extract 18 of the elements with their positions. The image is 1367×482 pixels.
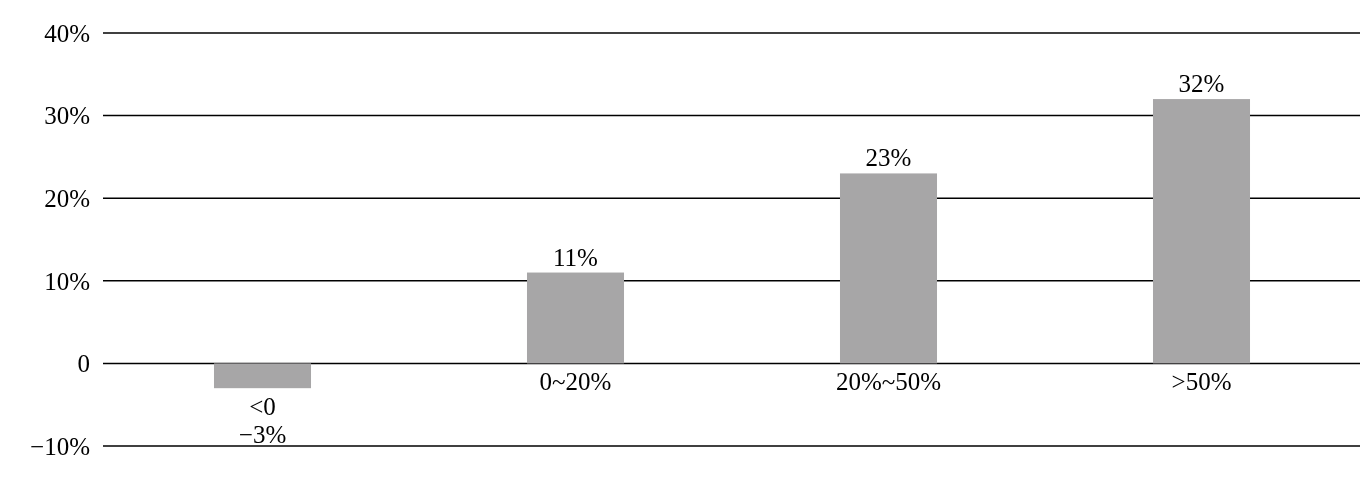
- data-label: −3%: [238, 421, 287, 449]
- y-tick-label: 10%: [44, 267, 90, 295]
- data-label: 23%: [865, 144, 912, 172]
- bar: [839, 173, 938, 364]
- bar: [1152, 99, 1251, 364]
- y-tick-label: −10%: [30, 432, 90, 460]
- y-tick-label: 30%: [44, 102, 90, 130]
- x-tick-label: 20%~50%: [835, 368, 942, 396]
- y-tick-label: 40%: [44, 19, 90, 47]
- x-tick-label: <0: [249, 393, 276, 421]
- data-label: 32%: [1178, 70, 1225, 98]
- bar: [213, 363, 312, 389]
- data-label: 11%: [553, 243, 598, 271]
- y-tick-label: 0: [77, 350, 90, 378]
- x-tick-label: 0~20%: [539, 368, 612, 396]
- x-tick-label: >50%: [1171, 368, 1232, 396]
- bar: [526, 272, 625, 364]
- y-tick-label: 20%: [44, 184, 90, 212]
